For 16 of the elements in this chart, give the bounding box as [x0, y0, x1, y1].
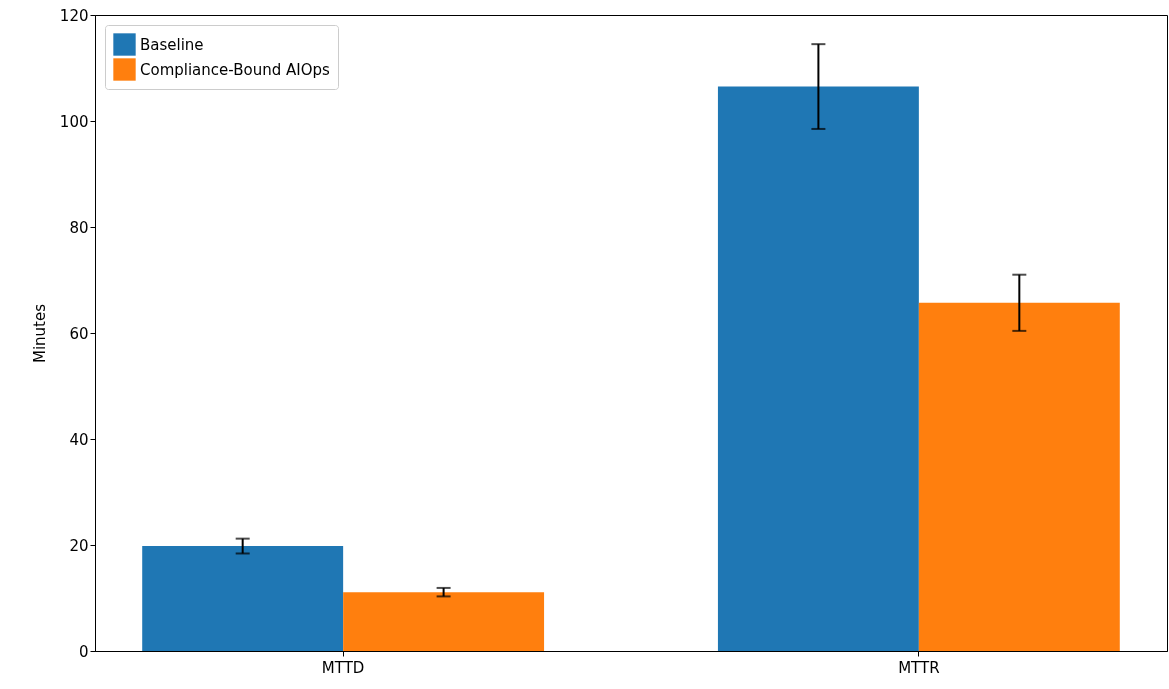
x-tick-label: MTTD [321, 658, 365, 677]
y-tick-label: 100 [59, 112, 89, 131]
legend-label: Compliance-Bound AIOps [140, 60, 330, 79]
bar [717, 86, 919, 651]
y-axis-title: Minutes [30, 303, 49, 364]
y-tick-label: 40 [69, 430, 89, 449]
bar [343, 592, 545, 651]
x-tick-label: MTTR [898, 658, 940, 677]
y-tick-label: 20 [69, 536, 89, 555]
y-tick-label: 0 [78, 642, 89, 661]
bar [918, 302, 1120, 651]
y-tick-label: 60 [69, 324, 89, 343]
legend-label: Baseline [140, 35, 204, 54]
y-tick-label: 80 [69, 218, 89, 237]
y-tick-label: 120 [59, 6, 89, 25]
bar [142, 546, 344, 651]
